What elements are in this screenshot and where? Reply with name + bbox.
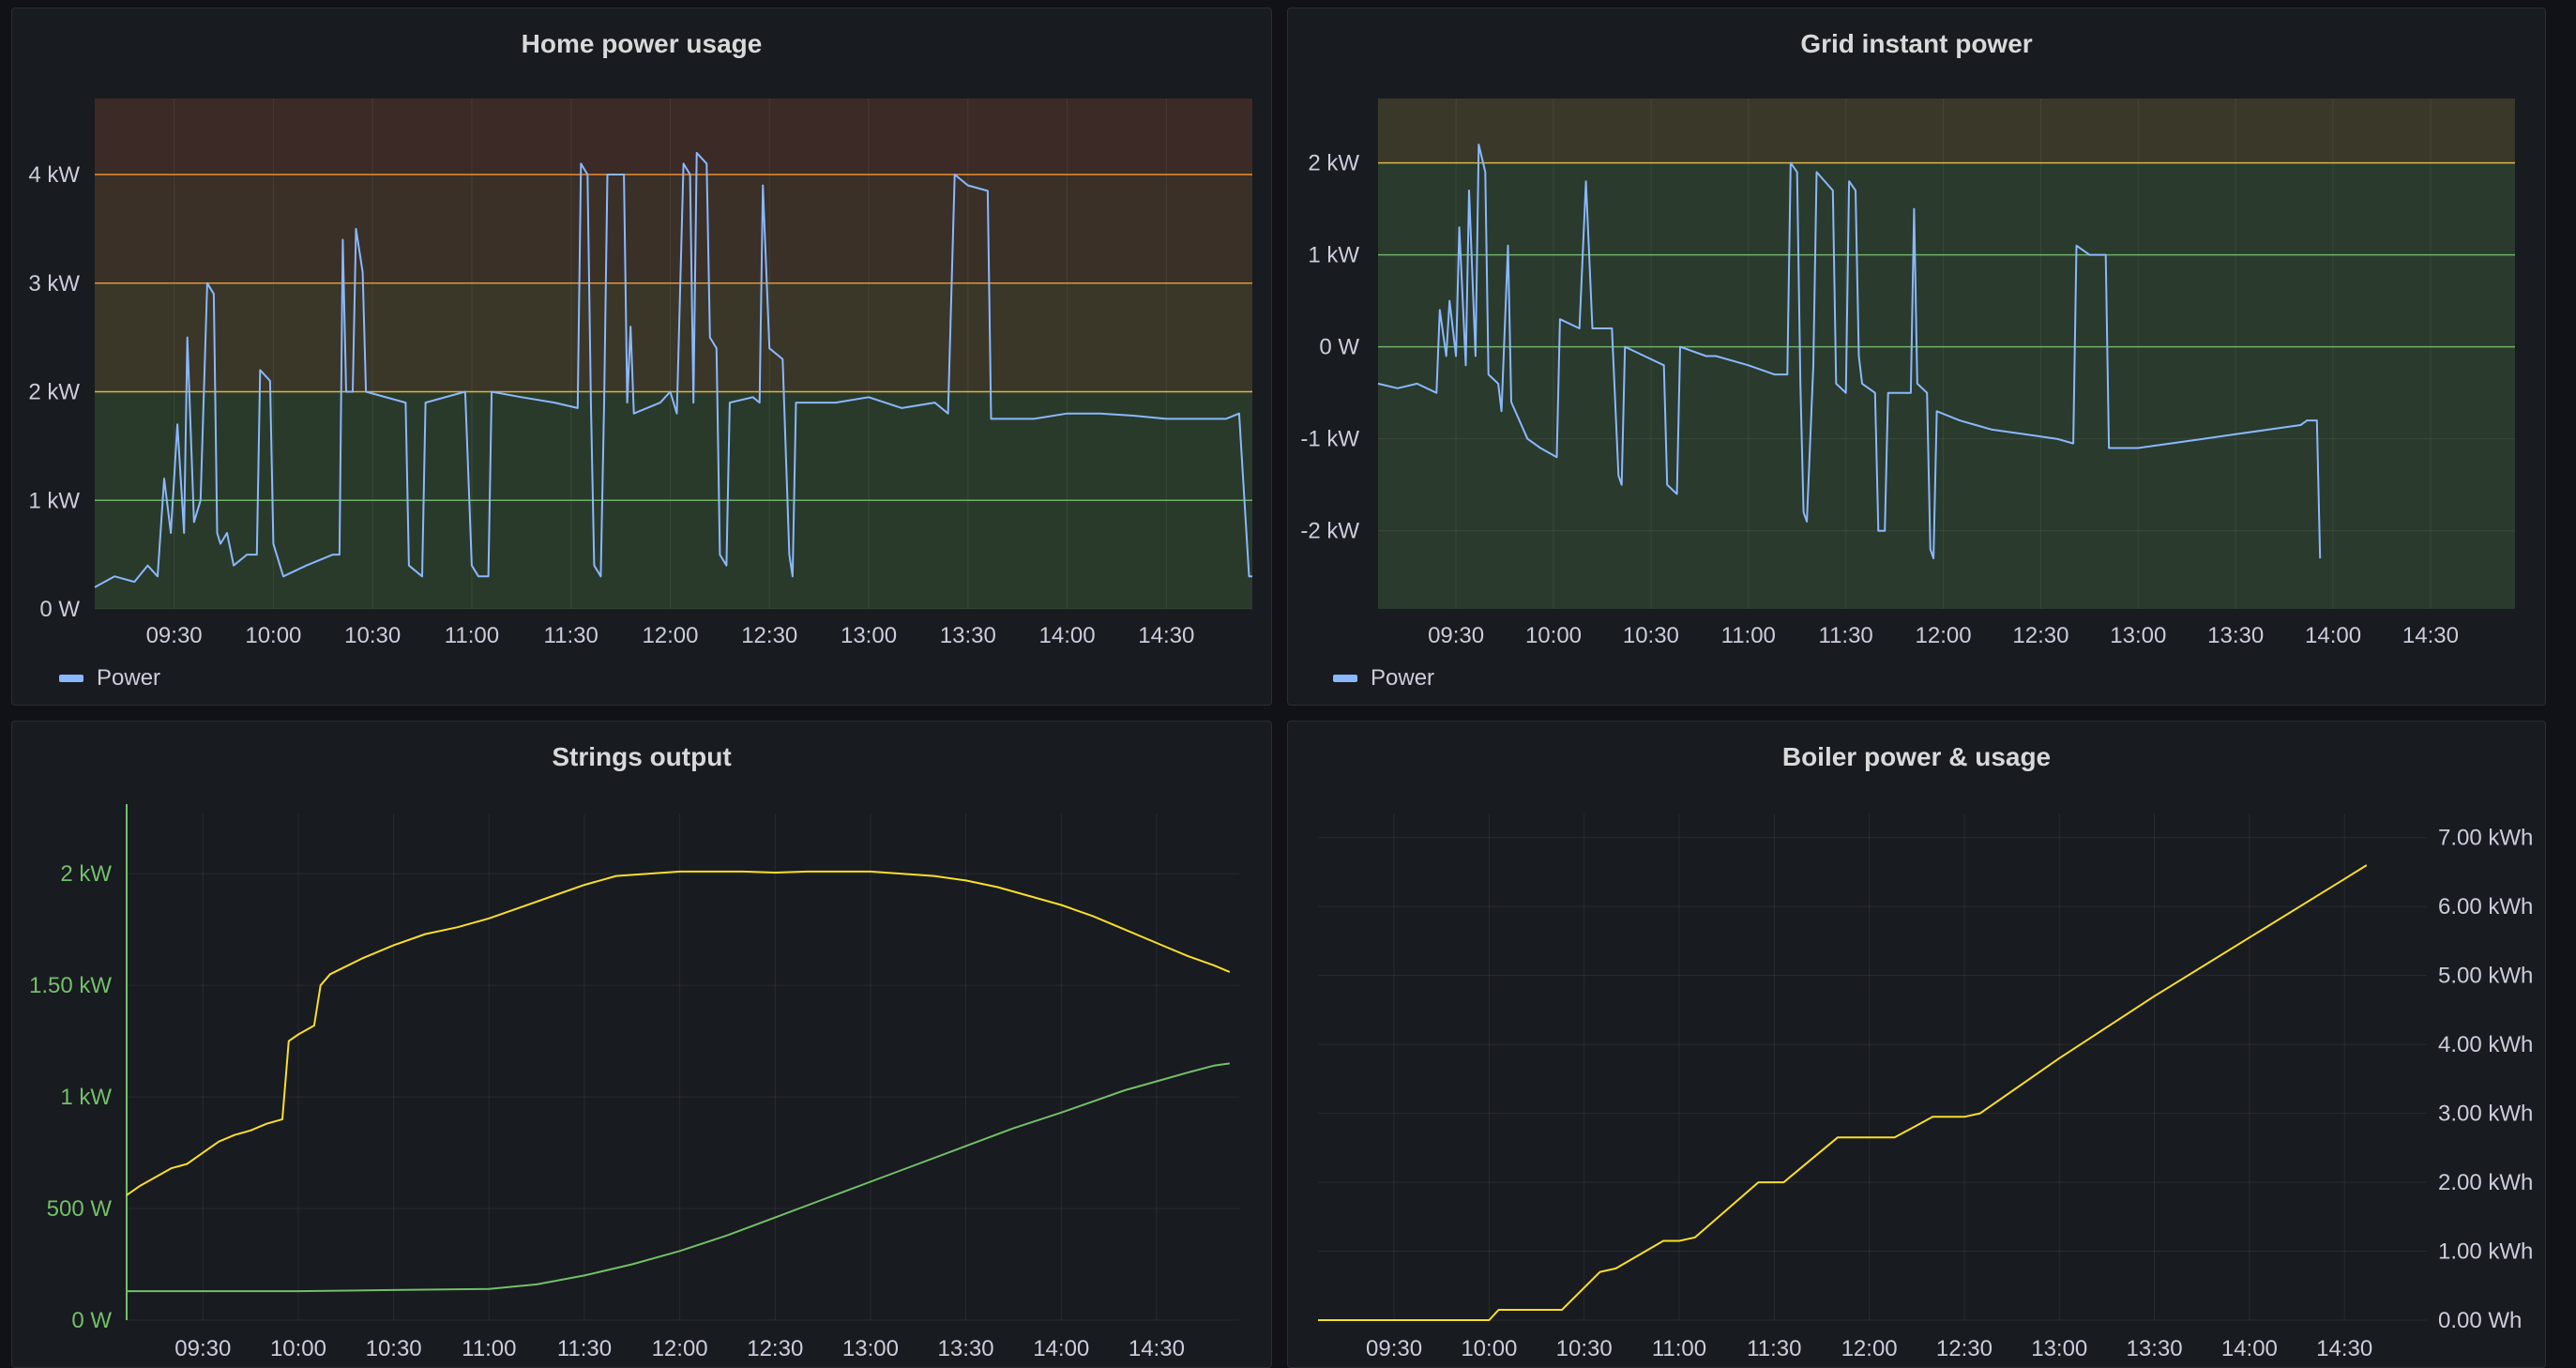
x-tick-label: 13:30	[2127, 1336, 2183, 1361]
x-tick-label: 12:30	[2012, 623, 2068, 648]
y-tick-label: 2.00 kWh	[2438, 1170, 2533, 1195]
x-tick-label: 10:30	[366, 1336, 422, 1361]
y-tick-label: -2 kW	[1300, 519, 1359, 544]
series-line	[94, 151, 1252, 588]
y-tick-label: 0 W	[39, 597, 80, 622]
x-tick-label: 11:30	[1747, 1336, 1801, 1361]
y-tick-label: 0 W	[1319, 335, 1359, 360]
panel-title[interactable]: Grid instant power	[1800, 29, 2033, 58]
x-tick-label: 10:00	[1461, 1336, 1517, 1361]
x-tick-label: 12:30	[1936, 1336, 1993, 1361]
x-tick-label: 10:00	[270, 1336, 326, 1361]
threshold-band	[95, 175, 1252, 283]
x-tick-label: 12:00	[1916, 623, 1972, 648]
y-tick-label: 2 kW	[28, 380, 80, 405]
y-tick-label: 5.00 kWh	[2438, 964, 2533, 989]
x-tick-label: 10:30	[1623, 623, 1679, 648]
y-tick-label: 0.00 Wh	[2438, 1308, 2522, 1333]
threshold-band	[95, 282, 1252, 392]
panel-title[interactable]: Strings output	[552, 742, 732, 771]
x-tick-label: 12:30	[741, 623, 797, 648]
x-tick-label: 14:00	[2305, 623, 2361, 648]
legend-label: Power	[1371, 665, 1435, 691]
x-tick-label: 09:30	[174, 1336, 231, 1361]
legend[interactable]: Power	[59, 665, 160, 692]
y-tick-label: 1 kW	[1308, 243, 1359, 268]
y-tick-label: -1 kW	[1300, 427, 1359, 452]
x-tick-label: 10:00	[245, 623, 301, 648]
home-power-chart: 0 W 1 kW 2 kW 3 kW 4 kW 09:30 10:00 10:30 11:00 1…	[28, 99, 1252, 648]
grid-power-chart: -2 kW -1 kW 0 W 1 kW 2 kW 09:30 10:00 10:30 11:0…	[1300, 99, 2515, 648]
x-tick-label: 09:30	[146, 623, 203, 648]
legend-label: Power	[97, 665, 161, 691]
y-tick-label: 7.00 kWh	[2438, 826, 2533, 851]
y-tick-label: 1.00 kWh	[2438, 1239, 2533, 1265]
x-tick-label: 13:00	[2110, 623, 2166, 648]
strings-output-chart: 0 W 500 W 1 kW 1.50 kW 2 kW 09:30 10:00 10:30 11…	[29, 804, 1239, 1361]
x-tick-label: 11:30	[557, 1336, 612, 1361]
series-line	[126, 870, 1231, 1196]
x-tick-label: 13:30	[940, 623, 996, 648]
y-tick-label: 1 kW	[28, 488, 80, 513]
legend-swatch	[1333, 675, 1357, 682]
y-tick-label: 6.00 kWh	[2438, 894, 2533, 920]
x-tick-label: 13:30	[2207, 623, 2264, 648]
x-tick-label: 12:00	[642, 623, 698, 648]
x-tick-label: 12:00	[652, 1336, 708, 1361]
y-tick-label: 2 kW	[60, 861, 112, 887]
x-tick-label: 13:00	[841, 623, 897, 648]
x-tick-label: 12:30	[747, 1336, 803, 1361]
x-tick-label: 13:00	[2031, 1336, 2087, 1361]
threshold-band	[95, 99, 1252, 175]
y-tick-label: 1 kW	[60, 1085, 112, 1110]
y-tick-label: 0 W	[71, 1308, 112, 1333]
x-tick-label: 14:30	[1138, 623, 1194, 648]
x-tick-label: 11:30	[1819, 623, 1873, 648]
x-tick-label: 14:30	[2316, 1336, 2372, 1361]
x-tick-label: 09:30	[1366, 1336, 1422, 1361]
threshold-band	[1378, 99, 2515, 163]
x-tick-label: 14:00	[1033, 1336, 1089, 1361]
y-tick-label: 500 W	[47, 1196, 113, 1222]
legend[interactable]: Power	[1333, 665, 1434, 692]
x-tick-label: 12:00	[1841, 1336, 1898, 1361]
threshold-band	[1378, 162, 2515, 609]
grid-power-panel: Grid instant power -2 kW -1 kW 0 W 1 kW 2 kW…	[1287, 8, 2546, 706]
x-tick-label: 10:30	[344, 623, 401, 648]
boiler-chart: 0.00 Wh 1.00 kWh 2.00 kWh 3.00 kWh 4.00 kWh 5…	[1318, 813, 2533, 1361]
series-line	[1377, 144, 2322, 560]
y-tick-label: 2 kW	[1308, 151, 1359, 176]
x-tick-label: 14:30	[1129, 1336, 1185, 1361]
strings-output-panel: Strings output 0 W 500 W 1 kW 1.50 kW 2 kW 09…	[11, 721, 1272, 1368]
x-tick-label: 14:30	[2402, 623, 2459, 648]
x-tick-label: 10:30	[1556, 1336, 1613, 1361]
x-tick-label: 11:00	[1652, 1336, 1706, 1361]
x-tick-label: 13:00	[842, 1336, 899, 1361]
panel-title[interactable]: Boiler power & usage	[1781, 742, 2052, 771]
x-tick-label: 11:00	[462, 1336, 516, 1361]
x-tick-label: 11:00	[1721, 623, 1776, 648]
boiler-panel: Boiler power & usage 0.00 Wh 1.00 kWh 2.00…	[1287, 721, 2546, 1368]
x-tick-label: 13:30	[938, 1336, 994, 1361]
x-tick-label: 14:00	[2221, 1336, 2278, 1361]
x-tick-label: 10:00	[1525, 623, 1582, 648]
y-tick-label: 4.00 kWh	[2438, 1032, 2533, 1057]
series-line	[127, 1062, 1230, 1293]
y-tick-label: 1.50 kW	[29, 973, 112, 998]
y-tick-label: 4 kW	[28, 162, 80, 188]
y-tick-label: 3.00 kWh	[2438, 1102, 2533, 1127]
series-line	[1318, 864, 2368, 1321]
panel-title[interactable]: Home power usage	[521, 29, 763, 58]
x-tick-label: 09:30	[1428, 623, 1484, 648]
y-tick-label: 3 kW	[28, 271, 80, 296]
x-tick-label: 14:00	[1039, 623, 1096, 648]
x-tick-label: 11:30	[544, 623, 599, 648]
home-power-panel: Home power usage 0 W 1 kW 2 kW 3 kW 4 kW 09:3…	[11, 8, 1272, 706]
legend-swatch	[59, 675, 83, 682]
x-tick-label: 11:00	[445, 623, 499, 648]
